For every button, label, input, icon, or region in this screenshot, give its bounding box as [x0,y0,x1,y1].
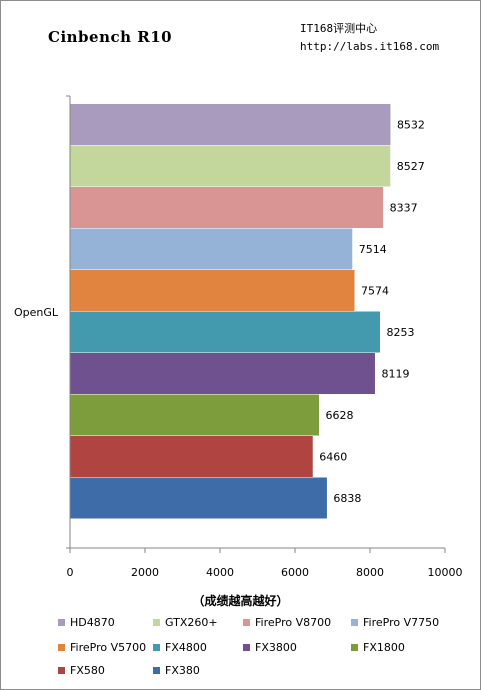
bar-value-label: 7514 [359,243,387,256]
y-category-label: OpenGL [14,306,59,319]
x-tick-label: 4000 [206,566,234,579]
legend-swatch [351,644,358,651]
legend-item: FirePro V7750 [351,616,439,629]
legend-label: FirePro V7750 [363,616,440,629]
bar-value-label: 6838 [333,492,361,505]
bar-firepro-v7750 [70,228,353,270]
brand-url: http://labs.it168.com [300,40,440,53]
bar-value-label: 8337 [390,202,418,215]
legend-label: FX380 [165,664,200,677]
legend-label: FirePro V8700 [255,616,332,629]
legend-swatch [243,619,250,626]
legend-item: FX380 [153,664,200,677]
legend-item: FX580 [58,664,105,677]
bar-value-label: 8527 [397,160,425,173]
bar-value-label: 7574 [361,285,389,298]
legend-swatch [58,644,65,651]
legend-swatch [243,644,250,651]
legend-item: FX1800 [351,641,405,654]
legend-item: FirePro V5700 [58,641,146,654]
bar-fx3800 [70,353,375,394]
x-tick-label: 0 [67,566,74,579]
legend-label: FX4800 [165,641,207,654]
legend-swatch [153,667,160,674]
bar-fx1800 [70,394,320,436]
bar-fx580 [70,436,313,477]
legend-swatch [58,667,65,674]
x-tick-label: 2000 [131,566,159,579]
bar-value-label: 8532 [397,119,425,132]
x-tick-label: 10000 [428,566,463,579]
legend-item: FX4800 [153,641,207,654]
legend-item: FirePro V8700 [243,616,331,629]
legend-item: HD4870 [58,616,115,629]
brand-block: IT168评测中心 http://labs.it168.com [300,20,439,56]
bar-value-label: 8253 [386,326,414,339]
bar-firepro-v8700 [70,187,384,228]
bar-value-label: 8119 [381,368,409,381]
legend-item: GTX260+ [153,616,218,629]
legend-swatch [351,619,358,626]
bar-gtx260- [70,145,391,187]
chart-title: Cinbench R10 [48,28,173,46]
legend-label: FX3800 [255,641,297,654]
legend-swatch [58,619,65,626]
legend-label: FX580 [70,664,105,677]
chart-legend: HD4870 GTX260+ FirePro V8700 FirePro V7750 F… [58,612,468,684]
legend-label: GTX260+ [165,616,218,629]
bar-fx4800 [70,311,380,353]
legend-swatch [153,619,160,626]
brand-name: IT168评测中心 [300,22,378,35]
bar-value-label: 6460 [319,451,347,464]
x-axis-title: （成绩越高越好） [192,594,289,608]
legend-label: FirePro V5700 [70,641,147,654]
legend-label: HD4870 [70,616,115,629]
legend-swatch [153,644,160,651]
bar-fx380 [70,477,327,519]
legend-item: FX3800 [243,641,297,654]
legend-label: FX1800 [363,641,405,654]
x-tick-label: 8000 [356,566,384,579]
bar-firepro-v5700 [70,270,355,311]
bar-value-label: 6628 [326,409,354,422]
bar-hd4870 [70,104,391,145]
x-tick-label: 6000 [281,566,309,579]
